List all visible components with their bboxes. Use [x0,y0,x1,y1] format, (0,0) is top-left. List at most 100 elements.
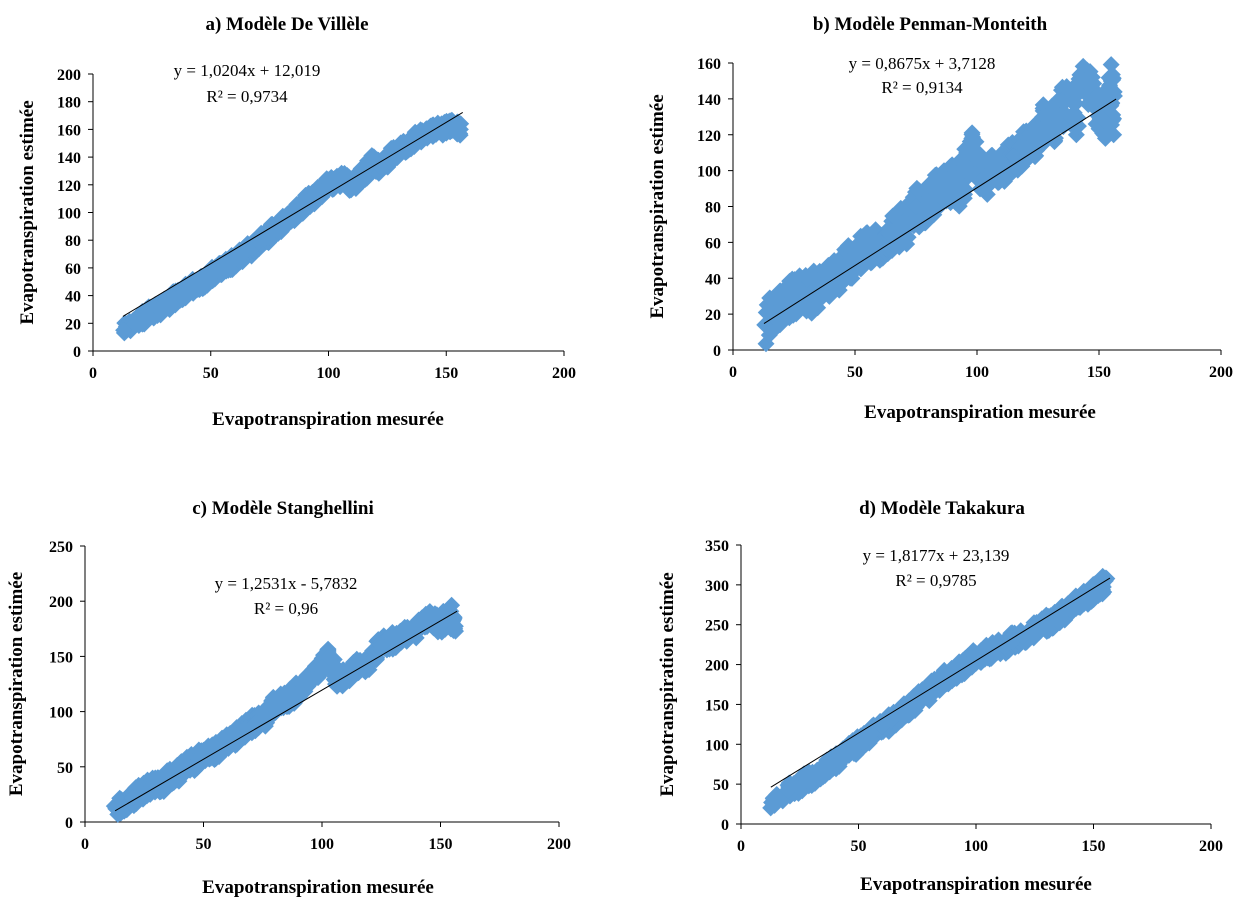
panel-d-y-tick-label: 350 [705,538,729,555]
panel-a-y-tick-label: 20 [65,316,81,333]
panel-a-y-tick-label: 0 [73,344,81,361]
panel-d-data-point [1061,600,1079,618]
panel-c-x-tick-label: 0 [81,836,89,853]
panel-d-data-point [763,793,781,811]
panel-d-title: d) Modèle Takakura [859,498,1025,519]
panel-d-data-point [845,739,863,757]
panel-b-trend-equation: y = 0,8675x + 3,7128 [849,54,996,73]
panel-d-r-squared: R² = 0,9785 [895,571,976,590]
panel-a-y-axis-label: Evapotranspiration estimée [17,100,38,324]
panel-a-title: a) Modèle De Villèle [205,14,368,35]
panel-a-scatter-points [115,111,470,342]
panel-b-y-tick-label: 60 [705,235,721,252]
panel-a-y-tick-label: 200 [57,67,81,84]
panel-b-data-point [802,285,820,303]
panel-d-x-axis-label: Evapotranspiration mesurée [860,874,1092,895]
panel-d-data-point [826,753,844,771]
panel-c-scatter-points [105,596,465,823]
panel-c-data-point [384,631,402,649]
panel-b-title: b) Modèle Penman-Monteith [813,14,1048,35]
panel-b-x-tick-label: 150 [1087,364,1111,381]
panel-d-y-tick-label: 100 [705,737,729,754]
panel-b-data-point [948,183,966,201]
panel-c-data-point [441,603,459,621]
panel-c-x-tick-label: 150 [429,836,453,853]
panel-b-data-point [914,201,932,219]
panel-b-y-tick-label: 160 [697,56,721,73]
panel-c-x-axis-label: Evapotranspiration mesurée [202,877,434,898]
panel-a-trend-equation: y = 1,0204x + 12,019 [174,61,321,80]
panel-a-data-point [343,176,361,194]
panel-c-data-point [313,658,331,676]
panel-c-trend-equation: y = 1,2531x - 5,7832 [215,574,358,593]
panel-a-y-tick-label: 140 [57,150,81,167]
panel-c-trendline [114,610,458,812]
panel-d-x-tick-label: 200 [1199,838,1223,855]
panel-b-data-point [1005,147,1023,165]
panel-c-data-point [372,636,390,654]
panel-c-y-tick-label: 50 [57,760,73,777]
panel-b-data-point [956,162,974,180]
panel-d-x-tick-label: 100 [964,838,988,855]
panel-c-data-point [304,669,322,687]
panel-d-data-point [1080,588,1098,606]
panel-b-x-tick-label: 0 [729,364,737,381]
panel-a-y-tick-label: 120 [57,178,81,195]
panel-b-data-point [851,248,869,266]
panel-a-x-tick-label: 100 [317,365,341,382]
panel-d-data-point [920,683,938,701]
panel-c-y-axis-label: Evapotranspiration estimée [6,572,27,796]
panel-d-data-point [929,676,947,693]
panel-b-data-point [963,140,981,158]
panel-b-trendline [763,98,1117,324]
panel-c-data-point [420,609,438,627]
panel-c-data-point [285,686,303,704]
panel-c-data-point [256,708,274,726]
panel-c-y-tick-label: 200 [49,594,73,611]
panel-d-y-axis-label: Evapotranspiration estimée [657,572,678,796]
panel-c-data-point [432,617,449,634]
panel-a-x-tick-label: 50 [203,365,219,382]
panel-a-r-squared: R² = 0,9734 [206,87,288,106]
panel-a-x-tick-label: 0 [89,365,97,382]
panel-b-x-axis-label: Evapotranspiration mesurée [864,402,1096,423]
panel-c-title: c) Modèle Stanghellini [192,498,374,519]
panel-a-y-tick-label: 60 [65,261,81,278]
panel-b-data-point [822,273,840,291]
panel-c-data-point [228,727,246,745]
panel-c-data-point [408,620,426,638]
panel-a-x-tick-label: 200 [552,365,576,382]
panel-d-y-tick-label: 250 [705,618,729,635]
panel-c-data-point [320,647,338,665]
panel-a-y-tick-label: 80 [65,233,81,250]
panel-c-y-tick-label: 100 [49,705,73,722]
panel-c-data-point [171,763,189,781]
panel-b-r-squared: R² = 0,9134 [881,78,963,97]
panel-a-y-tick-label: 160 [57,122,81,139]
panel-b-data-point [973,171,991,189]
panel-c-x-tick-label: 200 [547,836,571,853]
panel-b-y-tick-label: 80 [705,200,721,217]
panel-b-y-tick-label: 40 [705,271,721,288]
panel-d-x-tick-label: 0 [737,838,745,855]
panel-a-x-axis-label: Evapotranspiration mesurée [212,409,444,430]
panel-b-x-tick-label: 100 [965,364,989,381]
panel-a-data-point [371,158,389,176]
panel-b-x-tick-label: 200 [1209,364,1233,381]
panel-d-data-point [901,697,919,715]
panel-d-scatter-points [762,567,1116,817]
panel-c-x-tick-label: 100 [310,836,334,853]
panel-c-data-point [446,620,464,638]
panel-d-data-point [854,731,872,749]
panel-b-y-tick-label: 100 [697,164,721,181]
panel-d-y-tick-label: 50 [713,777,729,794]
panel-a-trendline [122,112,463,317]
panel-c-x-tick-label: 50 [196,836,212,853]
panel-a-x-tick-label: 150 [434,365,458,382]
panel-c-y-tick-label: 0 [65,815,73,832]
panel-c-y-tick-label: 150 [49,649,73,666]
panel-b-x-tick-label: 50 [847,364,863,381]
panel-a-y-tick-label: 180 [57,95,81,112]
panel-c-data-point [107,800,125,818]
